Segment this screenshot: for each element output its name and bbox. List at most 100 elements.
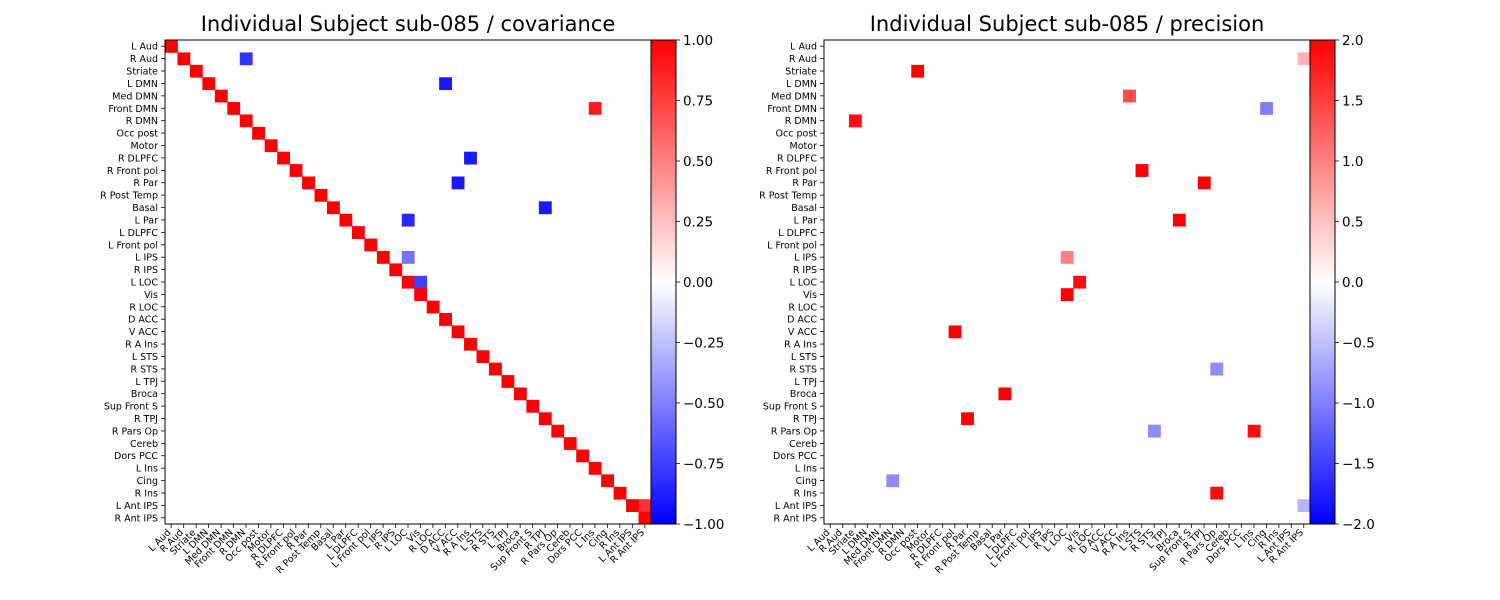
colorbar-tick-label: 1.5 — [1342, 94, 1363, 110]
colorbar-tick-label: 1.00 — [683, 33, 713, 49]
y-tick-label-striate: Striate — [126, 67, 158, 78]
heatmap-cell — [414, 275, 428, 289]
y-tick-label-cereb: Cereb — [130, 439, 158, 450]
heatmap-cell — [252, 126, 266, 140]
heatmap-cell — [476, 350, 490, 364]
y-tick-label-r-post-temp: R Post Temp — [100, 191, 158, 202]
colorbar-tick-label: 0.25 — [683, 215, 713, 231]
colorbar-tick-label: −1.0 — [1342, 396, 1375, 412]
y-tick-label-sup-front-s: Sup Front S — [104, 402, 158, 413]
heatmap-cell — [1247, 424, 1261, 438]
colorbar-tick-label: −1.5 — [1342, 457, 1375, 473]
heatmap-cell — [576, 449, 590, 463]
heatmap-cell — [214, 89, 228, 103]
y-tick-label-v-acc: V ACC — [788, 327, 817, 338]
y-tick-label-l-loc: L LOC — [131, 278, 159, 289]
y-tick-label-d-acc: D ACC — [787, 315, 817, 326]
y-tick-label-r-aud: R Aud — [789, 54, 817, 65]
heatmap-cell — [501, 375, 515, 388]
y-tick-label-l-dmn: L DMN — [786, 79, 817, 90]
y-tick-label-l-ips: L IPS — [794, 253, 817, 264]
heatmap-cell — [264, 139, 278, 153]
y-tick-label-d-acc: D ACC — [128, 315, 158, 326]
precision-title: Individual Subject sub-085 / precision — [870, 12, 1265, 36]
colorbar-tick-label: 0.5 — [1342, 215, 1363, 231]
colorbar-tick-label: 1.0 — [1342, 154, 1363, 170]
y-tick-label-front-dmn: Front DMN — [767, 104, 817, 115]
y-tick-label-r-ins: R Ins — [794, 488, 817, 499]
heatmap-cell — [1210, 362, 1224, 376]
y-tick-label-r-front-pol: R Front pol — [107, 166, 158, 177]
colorbar-tick-label: 0.50 — [683, 154, 713, 170]
heatmap-cell — [886, 474, 900, 488]
y-tick-label-l-tpj: L TPJ — [794, 377, 817, 388]
precision-colorbar-gradient — [1309, 39, 1336, 525]
heatmap-cell — [626, 499, 639, 512]
heatmap-cell — [1172, 213, 1186, 227]
covariance-cells — [165, 40, 652, 525]
covariance-title: Individual Subject sub-085 / covariance — [201, 12, 616, 36]
heatmap-cell — [601, 474, 615, 488]
colorbar-tick-label: −2.0 — [1342, 517, 1375, 533]
heatmap-cell — [551, 424, 565, 438]
heatmap-cell — [426, 300, 440, 314]
y-tick-label-r-ips: R IPS — [793, 265, 817, 276]
precision-frame — [823, 39, 1311, 525]
heatmap-cell — [638, 499, 652, 512]
heatmap-cell — [526, 399, 540, 413]
heatmap-cell — [1123, 89, 1136, 103]
heatmap-cell — [948, 325, 962, 339]
heatmap-cell — [314, 188, 328, 202]
heatmap-cell — [588, 102, 602, 115]
heatmap-cell — [911, 64, 925, 78]
y-tick-label-r-pars-op: R Pars Op — [112, 426, 158, 437]
heatmap-cell — [376, 250, 390, 264]
heatmap-cell — [588, 461, 602, 475]
y-tick-label-occ-post: Occ post — [776, 129, 818, 140]
heatmap-cell — [239, 52, 253, 66]
y-tick-label-r-par: R Par — [792, 178, 817, 189]
heatmap-cell — [1060, 288, 1074, 302]
y-tick-label-striate: Striate — [785, 67, 817, 78]
heatmap-cell — [464, 151, 477, 165]
y-tick-label-l-tpj: L TPJ — [135, 377, 158, 388]
colorbar-tick-label: −0.25 — [683, 336, 724, 352]
heatmap-cell — [339, 213, 353, 227]
precision-panel: Individual Subject sub-085 / precision L… — [759, 12, 1375, 576]
y-tick-label-l-par: L Par — [794, 215, 817, 226]
y-tick-label-r-loc: R LOC — [788, 302, 817, 313]
heatmap-cell — [351, 226, 365, 239]
y-tick-label-dors-pcc: Dors PCC — [114, 451, 158, 462]
y-tick-label-l-ips: L IPS — [135, 253, 158, 264]
y-tick-label-basal: Basal — [132, 203, 158, 214]
heatmap-cell — [638, 511, 652, 525]
heatmap-cell — [1297, 52, 1311, 66]
heatmap-cell — [177, 52, 191, 66]
heatmap-cell — [613, 486, 627, 500]
heatmap-cell — [1060, 250, 1074, 264]
y-tick-label-v-acc: V ACC — [129, 327, 158, 338]
y-tick-label-l-dlpfc: L DLPFC — [778, 228, 817, 239]
y-tick-label-r-pars-op: R Pars Op — [771, 426, 817, 437]
y-tick-label-r-sts: R STS — [131, 364, 158, 375]
heatmap-cell — [414, 288, 428, 302]
y-tick-label-r-ant-ips: R Ant IPS — [115, 513, 158, 524]
heatmap-cell — [464, 337, 477, 351]
covariance-colorbar-ticks: 1.00 0.75 0.50 0.25 0.00 −0.25 −0.50 −0.75 −1.00 — [676, 33, 724, 533]
y-tick-label-l-front-pol: L Front pol — [108, 240, 158, 251]
heatmap-cell — [277, 151, 291, 165]
heatmap-cell — [401, 250, 415, 264]
heatmap-cell — [401, 275, 415, 289]
colorbar-tick-label: 2.0 — [1342, 33, 1363, 49]
y-tick-label-dors-pcc: Dors PCC — [773, 451, 817, 462]
heatmap-cell — [302, 176, 315, 190]
y-tick-label-l-sts: L STS — [791, 352, 817, 363]
heatmap-cell — [165, 40, 178, 53]
y-tick-label-r-tpj: R TPJ — [134, 414, 158, 425]
y-tick-label-r-tpj: R TPJ — [793, 414, 817, 425]
colorbar-tick-label: 0.75 — [683, 94, 713, 110]
heatmap-cell — [513, 387, 527, 401]
heatmap-cell — [439, 313, 453, 326]
y-tick-label-l-sts: L STS — [132, 352, 158, 363]
